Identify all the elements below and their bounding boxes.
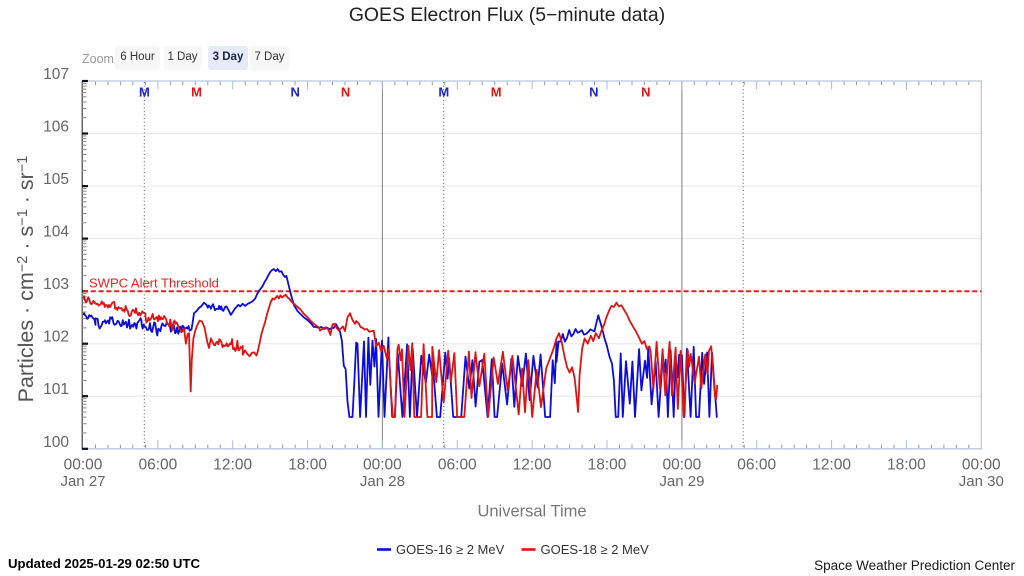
svg-text:Jan 29: Jan 29 <box>659 473 704 490</box>
svg-text:00:00: 00:00 <box>663 457 702 474</box>
svg-text:06:00: 06:00 <box>139 457 178 474</box>
svg-text:103: 103 <box>43 276 69 293</box>
svg-text:Universal Time: Universal Time <box>477 503 586 521</box>
svg-text:106: 106 <box>43 119 69 136</box>
svg-text:N: N <box>291 85 300 100</box>
svg-text:SWPC Alert Threshold: SWPC Alert Threshold <box>89 276 219 291</box>
svg-text:N: N <box>641 85 650 100</box>
svg-text:00:00: 00:00 <box>363 457 402 474</box>
svg-text:101: 101 <box>43 381 69 398</box>
svg-text:Jan 27: Jan 27 <box>60 473 105 490</box>
svg-text:18:00: 18:00 <box>887 457 926 474</box>
svg-text:12:00: 12:00 <box>513 457 552 474</box>
svg-text:M: M <box>491 85 502 100</box>
svg-text:105: 105 <box>43 171 69 188</box>
svg-text:M: M <box>139 85 150 100</box>
svg-text:00:00: 00:00 <box>962 457 1001 474</box>
svg-text:104: 104 <box>43 224 69 241</box>
svg-text:Particles · cm−2 · s−1 · sr−1: Particles · cm−2 · s−1 · sr−1 <box>14 156 38 403</box>
svg-text:Jan 28: Jan 28 <box>360 473 405 490</box>
svg-text:100: 100 <box>43 434 69 451</box>
svg-text:18:00: 18:00 <box>588 457 627 474</box>
svg-text:06:00: 06:00 <box>737 457 776 474</box>
svg-text:18:00: 18:00 <box>288 457 327 474</box>
svg-text:M: M <box>438 85 449 100</box>
svg-text:N: N <box>341 85 350 100</box>
svg-text:102: 102 <box>43 329 69 346</box>
svg-text:12:00: 12:00 <box>213 457 252 474</box>
svg-text:Jan 30: Jan 30 <box>959 473 1004 490</box>
svg-text:N: N <box>589 85 598 100</box>
svg-text:06:00: 06:00 <box>438 457 477 474</box>
svg-text:107: 107 <box>43 66 69 83</box>
svg-text:GOES-18 ≥ 2 MeV: GOES-18 ≥ 2 MeV <box>541 542 650 557</box>
svg-text:M: M <box>191 85 202 100</box>
svg-text:12:00: 12:00 <box>812 457 851 474</box>
svg-text:GOES-16 ≥ 2 MeV: GOES-16 ≥ 2 MeV <box>396 542 505 557</box>
svg-text:00:00: 00:00 <box>64 457 103 474</box>
